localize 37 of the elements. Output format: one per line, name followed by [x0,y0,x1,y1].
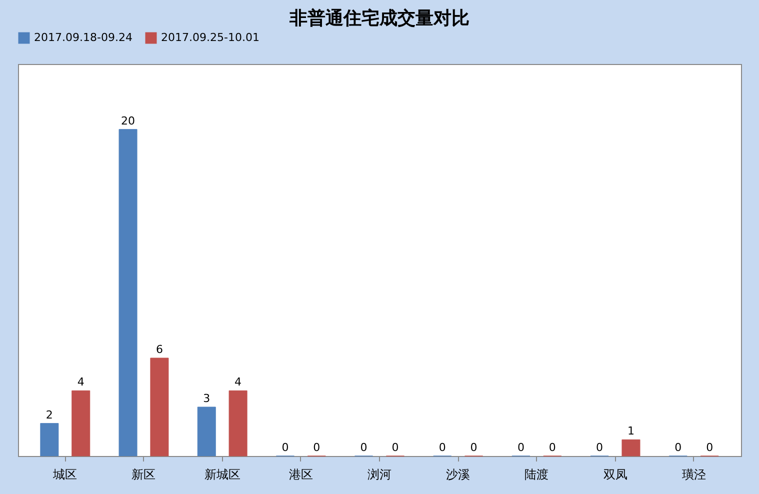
x-tick-label: 港区 [288,468,313,482]
data-label: 4 [234,376,242,389]
data-label: 0 [360,441,368,454]
data-label: 0 [596,441,604,454]
data-label: 0 [706,441,714,454]
bar [118,129,138,456]
bar [622,439,640,456]
chart-title: 非普通住宅成交量对比 [288,8,470,29]
x-tick-label: 浏河 [368,468,392,482]
x-tick-label: 城区 [52,468,78,482]
data-label: 6 [156,343,163,356]
data-label: 0 [438,441,446,454]
legend-label: 2017.09.25-10.01 [161,31,260,44]
legend-label: 2017.09.18-09.24 [34,31,132,44]
data-label: 2 [46,408,53,422]
data-label: 1 [627,424,634,438]
data-label: 0 [392,441,399,454]
x-tick-label: 新城区 [204,468,240,482]
data-label: 0 [548,441,556,454]
x-tick-label: 璜泾 [682,468,706,482]
data-label: 3 [203,392,210,405]
bar [150,358,169,456]
bar [228,390,248,456]
data-label: 0 [517,441,524,454]
data-label: 0 [674,441,682,454]
data-label: 0 [470,441,478,454]
x-tick-label: 新区 [132,468,156,482]
bar [40,423,59,456]
bar [72,390,90,456]
data-label: 0 [313,441,320,454]
bar [197,406,216,456]
data-label: 20 [121,114,136,128]
x-tick-label: 双凤 [603,468,628,482]
x-tick-label: 沙溪 [446,468,470,482]
x-tick-label: 陆渡 [524,468,549,482]
data-label: 0 [282,441,289,454]
data-label: 4 [77,376,84,389]
